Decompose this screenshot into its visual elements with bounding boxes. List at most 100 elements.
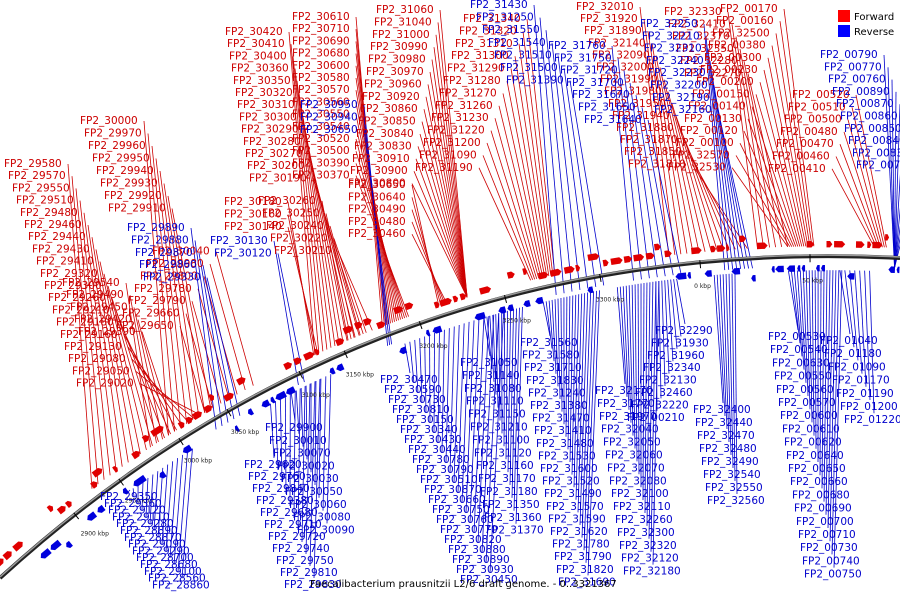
forward-gene-label: FP2_29920: [104, 190, 162, 202]
forward-leader-line: [767, 57, 807, 247]
reverse-gene-label: FP2_32550: [705, 482, 763, 494]
reverse-leader-line: [177, 451, 188, 572]
reverse-gene-label: FP2_29620: [244, 459, 302, 471]
reverse-leader-line: [864, 270, 871, 401]
reverse-leader-line: [313, 379, 321, 579]
reverse-leader-line: [198, 252, 229, 423]
reverse-leader-line: [461, 321, 470, 504]
reverse-leader-line: [703, 23, 726, 271]
forward-gene-label: FP2_30960: [364, 78, 422, 90]
reverse-gene-label: FP2_32460: [635, 387, 693, 399]
reverse-leader-line: [670, 279, 678, 349]
reverse-leader-line: [557, 55, 589, 289]
forward-leader-line: [490, 130, 538, 279]
reverse-leader-line: [290, 392, 296, 422]
reverse-gene-label: FP2_31640: [584, 114, 642, 126]
reverse-gene-label: FP2_32340: [643, 362, 701, 374]
reverse-gene-label: FP2_31830: [526, 375, 584, 387]
forward-leader-line: [502, 93, 544, 278]
reverse-leader-line: [616, 287, 626, 385]
reverse-gene-label: FP2_31670: [572, 89, 630, 101]
reverse-gene-label: FP2_30450: [460, 574, 518, 586]
reverse-gene-label: FP2_31210: [470, 422, 528, 434]
reverse-gene-label: FP2_31490: [544, 488, 602, 500]
reverse-leader-line: [280, 398, 283, 483]
reverse-gene-label: FP2_31710: [524, 362, 582, 374]
reverse-gene-arrow: [888, 266, 896, 273]
reverse-gene-label: FP2_30750: [432, 504, 490, 516]
scale-tick-label: 3150 kbp: [346, 372, 374, 379]
reverse-leader-line: [453, 324, 460, 484]
reverse-gene-label: FP2_32120: [621, 553, 679, 565]
reverse-gene-label: FP2_31180: [480, 486, 538, 498]
reverse-gene-label: FP2_30930: [456, 564, 514, 576]
forward-gene-label: FP2_29650: [116, 320, 174, 332]
reverse-gene-label: FP2_00840: [848, 135, 900, 147]
forward-gene-label: FP2_31220: [427, 125, 485, 137]
scale-tick-label: 3200 kbp: [419, 343, 447, 350]
forward-gene-label: FP2_29440: [28, 231, 86, 243]
reverse-leader-line: [623, 70, 650, 279]
forward-gene-label: FP2_30310: [237, 99, 295, 111]
forward-gene-label: FP2_30650: [348, 179, 406, 191]
reverse-leader-line: [705, 36, 730, 270]
forward-leader-line: [498, 105, 542, 279]
reverse-gene-label: FP2_00710: [798, 529, 856, 541]
forward-gene-label: FP2_30830: [354, 140, 412, 152]
reverse-gene-arrow: [275, 390, 287, 401]
forward-leader-line: [171, 208, 212, 410]
forward-leader-line: [427, 84, 468, 298]
reverse-leader-line: [498, 313, 501, 421]
reverse-leader-line: [305, 383, 311, 555]
forward-gene-label: FP2_00410: [768, 163, 826, 175]
forward-gene-arrow: [362, 318, 372, 326]
reverse-gene-arrow: [535, 296, 544, 305]
forward-gene-arrow: [653, 243, 661, 251]
reverse-gene-arrow: [498, 306, 507, 314]
forward-gene-label: FP2_30140: [224, 221, 282, 233]
reverse-gene-arrow: [426, 329, 431, 337]
reverse-gene-arrow: [704, 270, 712, 277]
forward-leader-line: [137, 319, 169, 436]
reverse-leader-line: [629, 82, 658, 278]
scale-tick-label: 50 kbp: [802, 277, 823, 284]
reverse-gene-label: FP2_30660: [428, 494, 486, 506]
forward-gene-label: FP2_32330: [664, 6, 722, 18]
forward-leader-line: [522, 31, 554, 276]
reverse-gene-label: FP2_32400: [693, 404, 751, 416]
reverse-gene-label: FP2_00790: [820, 49, 878, 61]
forward-leader-line: [671, 103, 718, 251]
reverse-gene-label: FP2_31430: [470, 0, 528, 11]
forward-gene-label: FP2_29930: [100, 178, 158, 190]
forward-gene-arrow: [141, 435, 150, 443]
forward-leader-line: [298, 92, 336, 347]
reverse-gene-label: FP2_32060: [605, 450, 663, 462]
forward-gene-arrow: [150, 425, 164, 437]
reverse-leader-line: [579, 292, 589, 526]
reverse-leader-line: [891, 79, 895, 268]
forward-gene-label: FP2_29800: [140, 270, 198, 282]
scale-tick-mark: [73, 512, 80, 520]
forward-gene-label: FP2_30260: [258, 195, 316, 207]
reverse-gene-label: FP2_31470: [532, 413, 590, 425]
forward-gene-label: FP2_30560: [292, 96, 350, 108]
forward-leader-line: [79, 200, 111, 476]
forward-leader-line: [67, 163, 93, 489]
reverse-gene-label: FP2_01090: [828, 361, 886, 373]
forward-leader-line: [163, 183, 200, 417]
reverse-gene-label: FP2_31590: [548, 513, 606, 525]
reverse-gene-label: FP2_32490: [701, 456, 759, 468]
forward-gene-label: FP2_31880: [616, 122, 674, 134]
forward-gene-label: FP2_00470: [776, 138, 834, 150]
reverse-gene-label: FP2_32210: [642, 30, 700, 42]
forward-gene-label: FP2_00230: [700, 64, 758, 76]
reverse-leader-line: [318, 378, 322, 498]
reverse-gene-label: FP2_30590: [384, 384, 442, 396]
reverse-leader-line: [481, 314, 495, 554]
reverse-leader-line: [587, 290, 600, 576]
forward-leader-line: [731, 24, 764, 248]
forward-leader-line: [125, 282, 151, 448]
reverse-gene-label: FP2_00730: [800, 542, 858, 554]
forward-leader-line: [139, 383, 202, 416]
reverse-gene-arrow: [523, 299, 531, 308]
